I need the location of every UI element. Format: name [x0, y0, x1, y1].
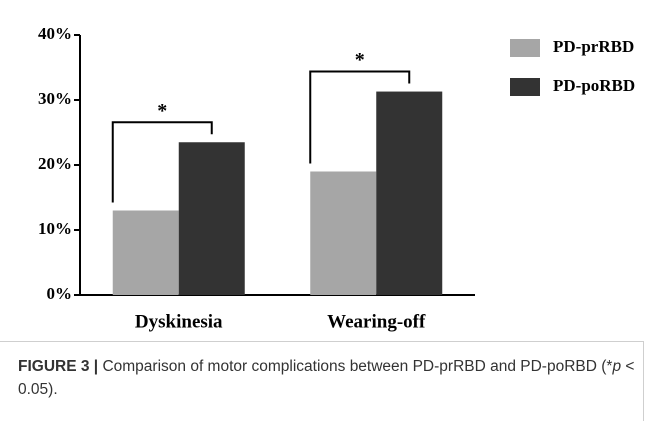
chart: 0% 10% 20% 30% 40% Dyskinesia * Wearing-off * PD-… — [38, 24, 635, 332]
bar — [376, 91, 443, 295]
legend-label: PD-prRBD — [553, 37, 634, 56]
y-tick-label: 10% — [38, 219, 72, 238]
significance-bracket — [111, 121, 213, 203]
significance-mark: * — [355, 49, 365, 71]
significance-bracket — [309, 70, 411, 164]
caption-text: Comparison of motor complications betwee… — [102, 358, 613, 375]
y-tick-label: 40% — [38, 24, 72, 43]
x-tick-label: Dyskinesia — [135, 311, 223, 332]
legend-swatch — [510, 78, 540, 96]
caption-italic: p — [612, 358, 622, 375]
y-tick-label: 0% — [47, 284, 73, 303]
significance-mark: * — [157, 100, 167, 122]
x-tick-label: Wearing-off — [327, 311, 426, 332]
bar — [112, 210, 179, 295]
legend-swatch — [510, 39, 540, 57]
y-tick-label: 30% — [38, 89, 72, 108]
caption-label: FIGURE 3 | — [18, 358, 99, 375]
caption: FIGURE 3 | Comparison of motor complicat… — [0, 341, 644, 421]
caption-text: < 0.05). — [18, 358, 635, 398]
legend-label: PD-poRBD — [553, 76, 635, 95]
bar — [178, 142, 245, 295]
bar — [310, 171, 377, 295]
y-tick-label: 20% — [38, 154, 72, 173]
